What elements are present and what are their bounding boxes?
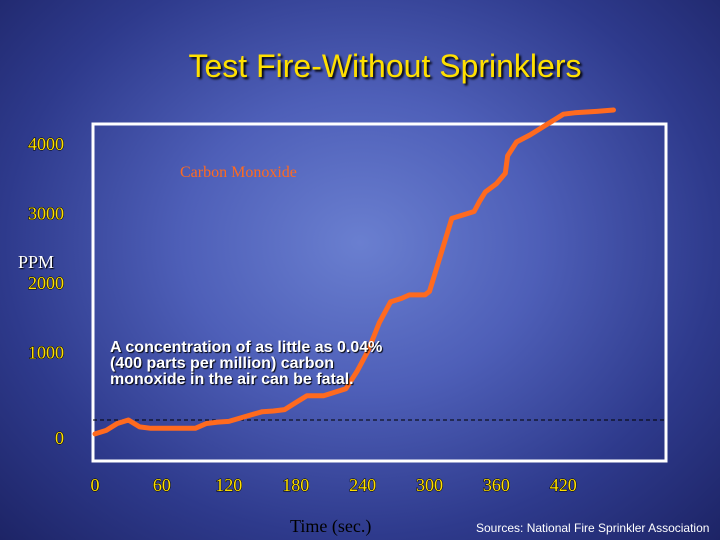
annotation-text: A concentration of as little as 0.04% (4…: [110, 339, 383, 388]
x-tick-label: 420: [550, 475, 577, 495]
x-tick-label: 180: [282, 475, 309, 495]
x-tick-label: 120: [215, 475, 242, 495]
y-tick-label: 4000: [28, 134, 64, 154]
series-line-carbon-monoxide: [92, 107, 616, 437]
source-note: Sources: National Fire Sprinkler Associa…: [476, 521, 710, 535]
x-tick-label: 240: [349, 475, 376, 495]
x-tick-label: 300: [416, 475, 443, 495]
y-tick-label: 3000: [28, 204, 64, 224]
chart-title: Test Fire-Without Sprinklers: [188, 48, 582, 84]
series-layer: [92, 107, 616, 437]
y-axis-ticks: 0 1000 2000 3000 4000: [28, 134, 65, 449]
x-axis-label: Time (sec.): [290, 516, 372, 536]
x-tick-label: 60: [153, 475, 171, 495]
y-tick-label: 0: [55, 428, 64, 448]
plot-frame: [91, 122, 668, 463]
y-axis-label: PPM: [18, 252, 55, 272]
x-tick-label: 360: [483, 475, 510, 495]
x-tick-label: 0: [91, 475, 100, 495]
x-axis-ticks: 0 60 120 180 240 300 360 420: [90, 475, 577, 496]
y-tick-label: 2000: [28, 273, 64, 293]
y-tick-label: 1000: [28, 343, 64, 363]
series-label-carbon-monoxide: Carbon Monoxide: [180, 164, 297, 181]
